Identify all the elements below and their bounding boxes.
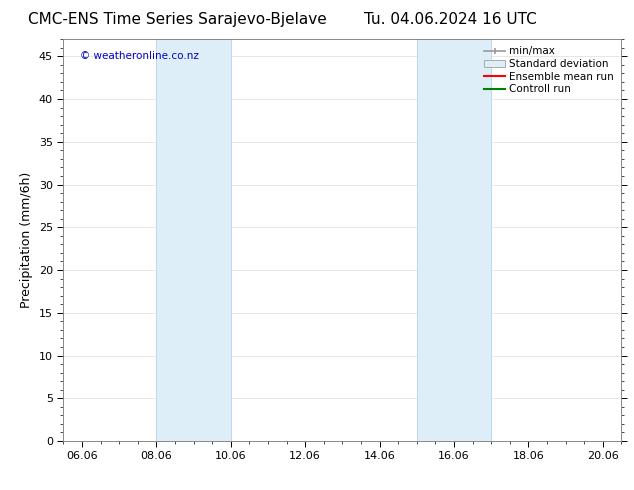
Y-axis label: Precipitation (mm/6h): Precipitation (mm/6h) (20, 172, 34, 308)
Text: Tu. 04.06.2024 16 UTC: Tu. 04.06.2024 16 UTC (364, 12, 536, 27)
Bar (417, 39, 491, 441)
Text: © weatheronline.co.nz: © weatheronline.co.nz (80, 51, 199, 61)
Bar (157, 39, 231, 441)
Legend: min/max, Standard deviation, Ensemble mean run, Controll run: min/max, Standard deviation, Ensemble me… (482, 45, 616, 97)
Text: CMC-ENS Time Series Sarajevo-Bjelave: CMC-ENS Time Series Sarajevo-Bjelave (28, 12, 327, 27)
